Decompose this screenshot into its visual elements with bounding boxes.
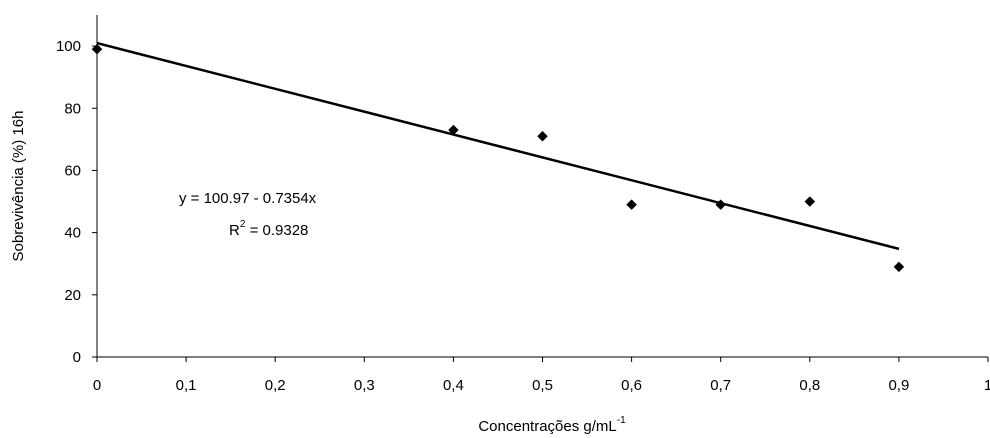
data-point bbox=[626, 199, 637, 211]
r-squared-prefix: R bbox=[229, 222, 240, 239]
x-ticks: 0 0,1 0,2 0,3 0,4 0,5 0,6 0,7 0,8 0,9 1 bbox=[93, 357, 990, 394]
x-tick-label: 0 bbox=[93, 377, 101, 394]
x-tick-label: 0,6 bbox=[621, 377, 642, 394]
y-tick-label: 0 bbox=[73, 349, 81, 366]
x-axis-title-text: Concentrações g/mL bbox=[478, 418, 616, 435]
x-axis-title-superscript: -1 bbox=[617, 415, 626, 426]
x-tick-label: 0,9 bbox=[888, 377, 909, 394]
data-point bbox=[804, 196, 816, 207]
data-point bbox=[448, 124, 459, 136]
y-tick-label: 40 bbox=[64, 225, 81, 242]
y-tick-label: 100 bbox=[56, 38, 81, 55]
x-tick-label: 1 bbox=[984, 377, 990, 394]
x-tick-label: 0,8 bbox=[799, 377, 820, 394]
x-axis-title: Concentrações g/mL-1 bbox=[478, 415, 626, 435]
trendline bbox=[96, 41, 900, 251]
trendline-group bbox=[96, 41, 900, 251]
r-squared-value: = 0.9328 bbox=[245, 222, 308, 239]
axes bbox=[96, 15, 988, 358]
r-squared-label: R2 = 0.9328 bbox=[229, 219, 308, 239]
data-point bbox=[893, 261, 905, 273]
data-point bbox=[537, 130, 548, 142]
r-squared-superscript: 2 bbox=[240, 219, 246, 230]
y-ticks: 0 20 40 60 80 100 bbox=[56, 38, 97, 366]
x-tick-label: 0,4 bbox=[443, 377, 464, 394]
data-points bbox=[91, 43, 905, 273]
x-tick-label: 0,2 bbox=[265, 377, 286, 394]
y-axis-title: Sobrevivência (%) 16h bbox=[10, 111, 27, 262]
x-tick-label: 0,5 bbox=[532, 377, 553, 394]
x-tick-label: 0,7 bbox=[710, 377, 731, 394]
x-tick-label: 0,1 bbox=[176, 377, 197, 394]
y-tick-label: 80 bbox=[64, 100, 81, 117]
regression-equation: y = 100.97 - 0.7354x bbox=[179, 190, 317, 207]
y-tick-label: 20 bbox=[64, 287, 81, 304]
x-tick-label: 0,3 bbox=[354, 377, 375, 394]
data-point bbox=[91, 43, 103, 55]
data-point bbox=[715, 199, 727, 211]
y-tick-label: 60 bbox=[64, 162, 81, 179]
